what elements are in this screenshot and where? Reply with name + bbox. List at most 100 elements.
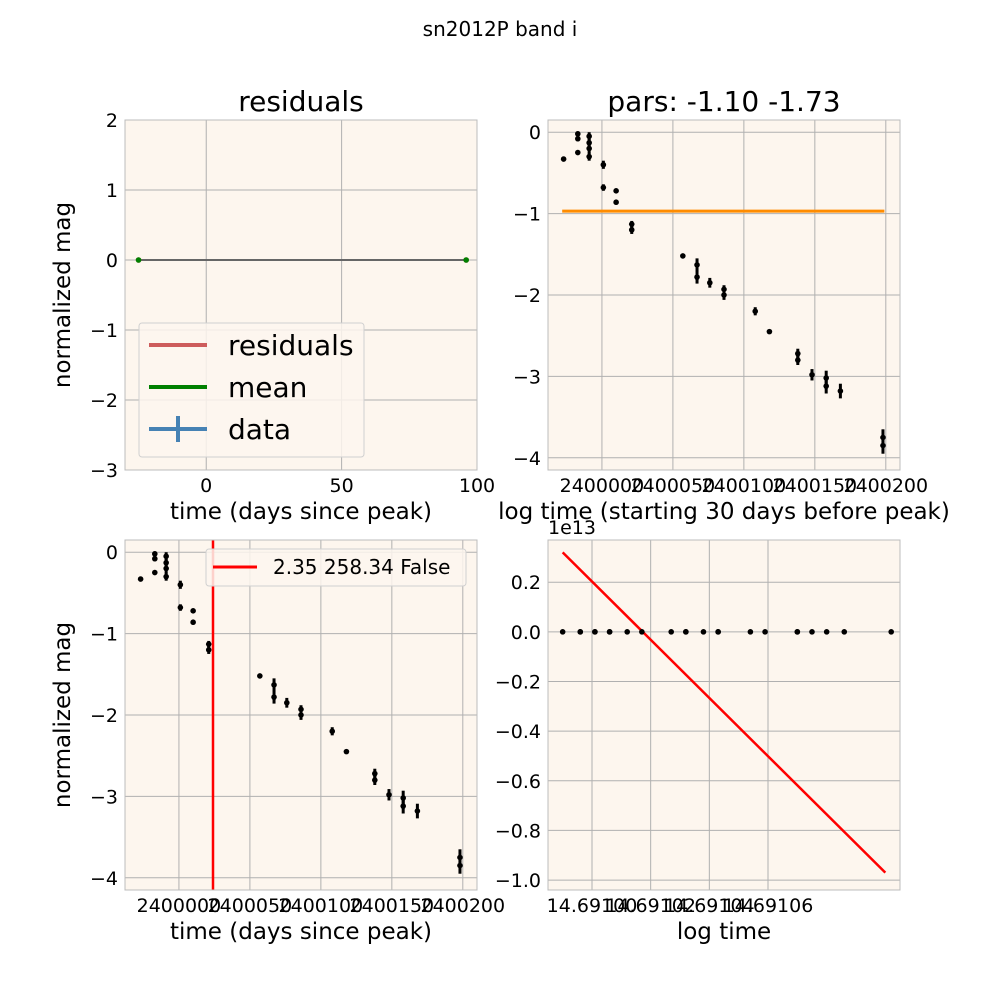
logtime-data-point — [888, 629, 894, 635]
logtime-y-tick-label: −0.4 — [495, 721, 541, 743]
time-y-tick-label: 0 — [106, 542, 118, 564]
residuals-x-tick-label: 50 — [330, 475, 354, 497]
logtime-y-tick-label: 0.0 — [511, 622, 541, 644]
pars-y-tick-label: 0 — [529, 122, 541, 144]
pars-y-tick-label: −1 — [513, 204, 541, 226]
logtime-data-point — [762, 629, 768, 635]
logtime-x-tick-label: 14.69106 — [723, 895, 814, 917]
residuals-y-axis-label: normalized mag — [50, 202, 76, 388]
pars-data-point — [694, 274, 700, 280]
pars-data-point — [766, 328, 773, 335]
logtime-data-point — [606, 629, 613, 635]
residuals-x-axis-label: time (days since peak) — [170, 499, 432, 525]
time-data-point — [152, 555, 158, 562]
logtime-data-point — [700, 629, 707, 635]
time-data-point — [400, 803, 406, 809]
logtime-plot-area — [548, 540, 900, 890]
residuals-data-point — [463, 257, 469, 263]
pars-x-tick-label: 2400000 — [560, 475, 645, 497]
pars-data-point — [837, 388, 844, 394]
time-data-point — [372, 777, 378, 783]
pars-data-point — [823, 383, 829, 389]
pars-data-point — [600, 184, 607, 191]
time-x-axis-label: time (days since peak) — [170, 919, 432, 945]
pars-frame — [547, 119, 901, 471]
time-data-point — [152, 569, 158, 576]
time-data-point — [205, 641, 212, 647]
logtime-x-axis-label: log time — [677, 919, 771, 945]
pars-y-tick-label: −2 — [513, 285, 541, 307]
time-data-point — [190, 619, 196, 626]
time-data-point — [152, 551, 158, 557]
logtime-data-point — [809, 629, 815, 635]
time-data-point — [205, 647, 212, 653]
pars-data-point — [586, 133, 592, 140]
pars-x-tick-label: 2400150 — [773, 475, 858, 497]
time-y-tick-label: −3 — [90, 786, 118, 808]
time-data-point — [343, 748, 350, 755]
logtime-x-tick-label: 14.69104 — [664, 895, 755, 917]
pars-data-point — [628, 221, 635, 227]
residuals-panel: 0 50 100 −3 −2 −1 0 1 2 residuals time (days since… — [50, 85, 495, 525]
residuals-y-tick-label: 0 — [106, 250, 118, 272]
pars-data-point — [575, 149, 581, 156]
logtime-data-point — [592, 629, 598, 635]
residuals-x-tick-label: 100 — [459, 475, 495, 497]
logtime-x-tick-label: 14.69102 — [605, 895, 696, 917]
time-data-point — [386, 791, 392, 798]
residuals-y-tick-label: 2 — [106, 110, 118, 132]
time-data-point — [271, 694, 277, 700]
residuals-y-tick-label: −2 — [90, 390, 118, 412]
logtime-y-tick-label: −0.8 — [495, 820, 541, 842]
logtime-data-point — [715, 629, 721, 635]
pars-data-point — [880, 442, 886, 449]
time-data-point — [163, 565, 169, 572]
time-frame — [124, 539, 478, 891]
logtime-data-point — [841, 629, 848, 635]
logtime-data-point — [747, 629, 754, 635]
residuals-y-tick-label: 1 — [106, 180, 118, 202]
time-data-point — [163, 553, 169, 560]
logtime-data-point — [683, 629, 689, 635]
logtime-y-tick-label: −1.0 — [495, 870, 541, 892]
legend-box — [205, 548, 467, 587]
time-data-point — [177, 604, 184, 611]
pars-data-point — [613, 199, 619, 206]
pars-x-axis-label: log time (starting 30 days before peak) — [498, 499, 950, 525]
figure-suptitle: sn2012P band i — [423, 17, 578, 41]
time-data-point — [298, 712, 304, 718]
time-legend: 2.35 258.34 False — [205, 548, 467, 587]
time-y-tick-label: −2 — [90, 705, 118, 727]
time-x-tick-label: 2400000 — [137, 895, 222, 917]
time-x-tick-label: 2400200 — [420, 895, 505, 917]
time-data-point — [190, 608, 196, 614]
logtime-y-tick-label: −0.6 — [495, 771, 541, 793]
residuals-data-point — [135, 257, 142, 263]
time-data-point — [284, 699, 290, 706]
time-x-tick-label: 2400150 — [350, 895, 435, 917]
pars-data-point — [613, 188, 619, 194]
legend-label-data: data — [228, 413, 291, 446]
time-x-tick-label: 2400100 — [279, 895, 364, 917]
logtime-x-tick-label: 14.69100 — [547, 895, 638, 917]
residuals-y-tick-label: −1 — [90, 320, 118, 342]
residuals-x-tick-label: 0 — [200, 475, 212, 497]
time-x-tick-label: 2400050 — [208, 895, 293, 917]
pars-x-tick-label: 2400050 — [631, 475, 716, 497]
pars-data-point — [707, 279, 713, 286]
time-data-point — [177, 581, 184, 588]
pars-data-point — [721, 292, 727, 298]
residuals-title: residuals — [238, 85, 364, 118]
pars-data-point — [795, 350, 801, 357]
pars-data-point — [586, 153, 592, 160]
time-data-point — [414, 808, 421, 814]
pars-x-tick-label: 2400200 — [843, 475, 928, 497]
pars-y-tick-label: −4 — [513, 448, 541, 470]
logtime-y-tick-label: 0.2 — [511, 572, 541, 594]
pars-y-tick-label: −3 — [513, 366, 541, 388]
residuals-y-tick-label: −3 — [90, 460, 118, 482]
logtime-data-point — [639, 629, 645, 635]
